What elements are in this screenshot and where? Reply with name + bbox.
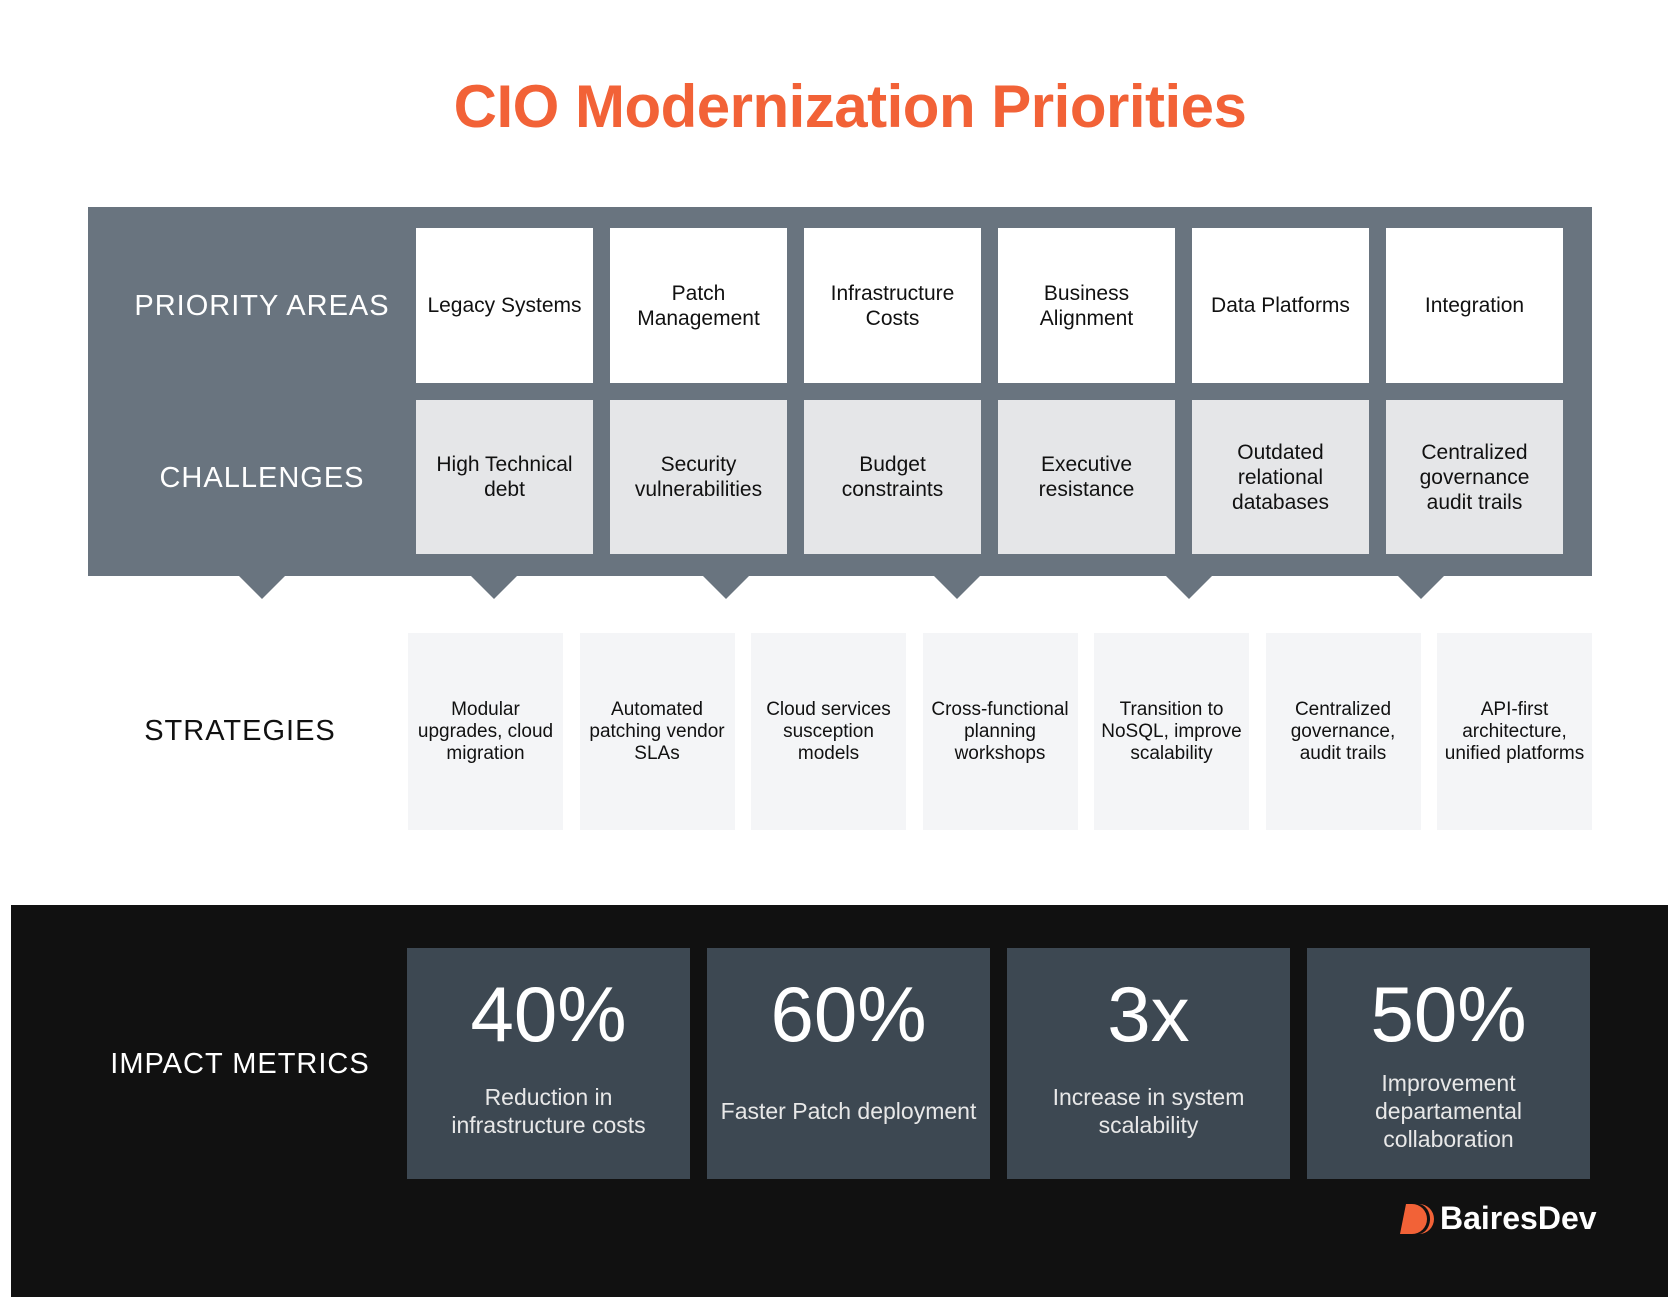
priority-area-cell: Patch Management [610, 228, 787, 383]
pointer-arrow-icon [1165, 575, 1213, 599]
pointer-arrow-icon [470, 575, 518, 599]
bairesdev-logo-icon [1400, 1203, 1434, 1234]
metric-value: 60% [770, 970, 927, 1058]
strategy-cell: Centralized governance, audit trails [1265, 633, 1421, 830]
logo-text: BairesDev [1440, 1200, 1597, 1236]
metric-card: 50% Improvement departamental collaborati… [1307, 948, 1590, 1179]
strategy-cell: API-first architecture, unified platform… [1437, 633, 1592, 830]
strategy-cell: Transition to NoSQL, improve scalability [1094, 633, 1249, 830]
pointer-arrow-icon [702, 575, 750, 599]
impact-metrics-label: IMPACT METRICS [110, 1048, 370, 1080]
metric-card: 40% Reduction in infrastructure costs [407, 948, 690, 1179]
priority-area-cell: Data Platforms [1192, 228, 1369, 383]
priority-area-cell: Integration [1386, 228, 1563, 383]
metric-description: Reduction in infrastructure costs [451, 1084, 646, 1138]
metric-description: Faster Patch deployment [720, 1098, 977, 1124]
strategy-cell: Cross-functional planning workshops [922, 633, 1078, 830]
metric-card: 60% Faster Patch deployment [707, 948, 990, 1179]
priority-area-cell: Business Alignment [998, 228, 1175, 383]
metric-value: 3x [1107, 970, 1190, 1058]
pointer-arrow-icon [238, 575, 286, 599]
priority-area-cell: Legacy Systems [416, 228, 593, 383]
strategy-cell: Cloud services susception models [751, 633, 906, 830]
challenge-cell: Budget constraints [804, 400, 981, 554]
challenge-cell: High Technical debt [416, 400, 593, 554]
metric-value: 40% [470, 970, 627, 1058]
metric-value: 50% [1370, 970, 1527, 1058]
priority-areas-label: PRIORITY AREAS [134, 290, 390, 322]
page-title: CIO Modernization Priorities [453, 73, 1247, 140]
strategy-cell: Modular upgrades, cloud migration [408, 633, 563, 830]
metric-description: Improvement departamental collaboration [1374, 1070, 1523, 1152]
challenge-cell: Centralized governance audit trails [1386, 400, 1563, 554]
challenge-cell: Security vulnerabilities [610, 400, 787, 554]
metric-description: Increase in system scalability [1052, 1084, 1245, 1138]
strategy-cell: Automated patching vendor SLAs [579, 633, 735, 830]
challenge-cell: Executive resistance [998, 400, 1175, 554]
metric-card: 3x Increase in system scalability [1007, 948, 1290, 1179]
challenges-label: CHALLENGES [159, 462, 365, 494]
bairesdev-logo: BairesDev [1400, 1200, 1597, 1237]
pointer-arrow-icon [933, 575, 981, 599]
pointer-arrow-icon [1397, 575, 1445, 599]
challenge-cell: Outdated relational databases [1192, 400, 1369, 554]
priority-area-cell: Infrastructure Costs [804, 228, 981, 383]
strategies-label: STRATEGIES [144, 715, 336, 747]
